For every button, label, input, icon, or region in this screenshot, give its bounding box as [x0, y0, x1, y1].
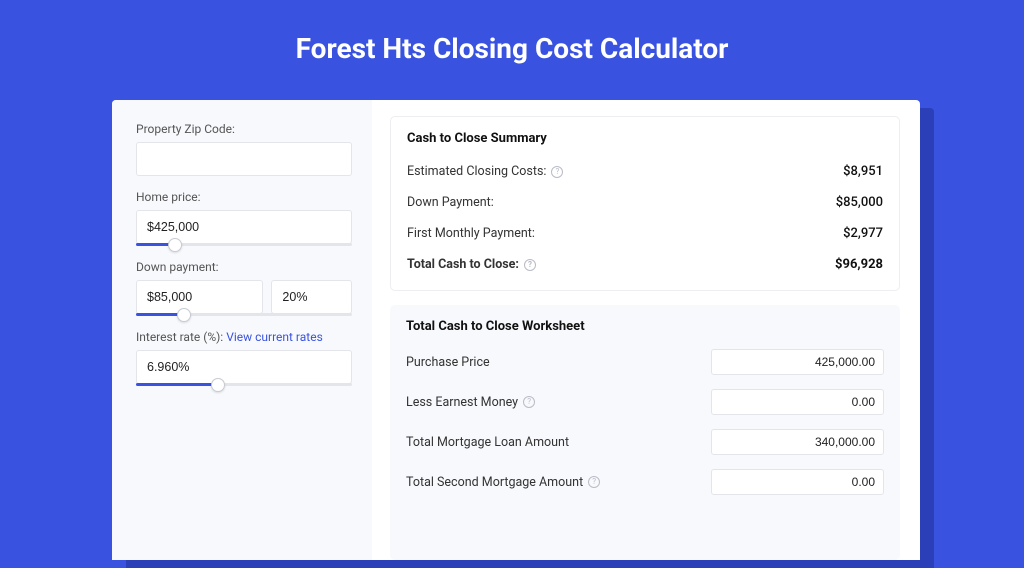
- summary-row-closing-costs: Estimated Closing Costs: ? $8,951: [407, 156, 883, 187]
- summary-label: First Monthly Payment:: [407, 226, 535, 241]
- worksheet-row-second-mortgage: Total Second Mortgage Amount ?: [406, 462, 884, 502]
- down-payment-slider[interactable]: [136, 313, 352, 316]
- page-title: Forest Hts Closing Cost Calculator: [0, 0, 1024, 87]
- help-icon[interactable]: ?: [588, 476, 600, 488]
- down-payment-slider-thumb[interactable]: [177, 308, 191, 322]
- down-payment-percent-input[interactable]: [271, 280, 352, 314]
- worksheet-value-input[interactable]: [711, 389, 884, 415]
- help-icon[interactable]: ?: [524, 259, 536, 271]
- summary-value: $85,000: [836, 195, 883, 210]
- down-payment-inputs: [136, 280, 352, 314]
- interest-rate-slider-thumb[interactable]: [211, 378, 225, 392]
- down-payment-label: Down payment:: [136, 260, 352, 274]
- zip-label: Property Zip Code:: [136, 122, 352, 136]
- worksheet-label: Total Mortgage Loan Amount: [406, 435, 569, 450]
- worksheet-value-input[interactable]: [711, 349, 884, 375]
- inputs-panel: Property Zip Code: Home price: Down paym…: [112, 100, 372, 560]
- interest-rate-slider-fill: [136, 383, 218, 386]
- summary-card: Cash to Close Summary Estimated Closing …: [390, 116, 900, 291]
- summary-label-text: First Monthly Payment:: [407, 226, 535, 241]
- summary-label-text: Estimated Closing Costs:: [407, 164, 546, 179]
- worksheet-row-earnest-money: Less Earnest Money ?: [406, 382, 884, 422]
- worksheet-row-mortgage-amount: Total Mortgage Loan Amount: [406, 422, 884, 462]
- summary-value: $2,977: [843, 226, 883, 241]
- home-price-label: Home price:: [136, 190, 352, 204]
- zip-input[interactable]: [136, 142, 352, 176]
- worksheet-label: Purchase Price: [406, 355, 490, 370]
- interest-rate-field-group: Interest rate (%): View current rates: [136, 330, 352, 386]
- summary-row-down-payment: Down Payment: $85,000: [407, 187, 883, 218]
- worksheet-label-text: Purchase Price: [406, 355, 490, 370]
- down-payment-slider-wrap: [136, 280, 352, 316]
- interest-rate-slider-wrap: [136, 350, 352, 386]
- zip-field-group: Property Zip Code:: [136, 122, 352, 176]
- summary-label: Total Cash to Close: ?: [407, 257, 536, 272]
- worksheet-label-text: Total Mortgage Loan Amount: [406, 435, 569, 450]
- summary-title: Cash to Close Summary: [407, 131, 883, 146]
- down-payment-amount-input[interactable]: [136, 280, 263, 314]
- help-icon[interactable]: ?: [523, 396, 535, 408]
- summary-label-text: Down Payment:: [407, 195, 494, 210]
- summary-row-first-monthly: First Monthly Payment: $2,977: [407, 218, 883, 249]
- down-payment-field-group: Down payment:: [136, 260, 352, 316]
- home-price-slider-wrap: [136, 210, 352, 246]
- interest-rate-slider[interactable]: [136, 383, 352, 386]
- worksheet-label-text: Total Second Mortgage Amount: [406, 475, 583, 490]
- worksheet-value-input[interactable]: [711, 429, 884, 455]
- interest-rate-input[interactable]: [136, 350, 352, 384]
- summary-label: Estimated Closing Costs: ?: [407, 164, 563, 179]
- interest-rate-label: Interest rate (%): View current rates: [136, 330, 352, 344]
- home-price-slider[interactable]: [136, 243, 352, 246]
- worksheet-label-text: Less Earnest Money: [406, 395, 518, 410]
- home-price-input[interactable]: [136, 210, 352, 244]
- worksheet-row-purchase-price: Purchase Price: [406, 342, 884, 382]
- calculator-card: Property Zip Code: Home price: Down paym…: [112, 100, 920, 560]
- interest-rate-label-text: Interest rate (%):: [136, 330, 226, 344]
- home-price-slider-thumb[interactable]: [168, 238, 182, 252]
- worksheet-label: Total Second Mortgage Amount ?: [406, 475, 600, 490]
- summary-value: $96,928: [835, 257, 883, 272]
- worksheet-title: Total Cash to Close Worksheet: [406, 319, 884, 334]
- worksheet-value-input[interactable]: [711, 469, 884, 495]
- view-rates-link[interactable]: View current rates: [226, 330, 323, 344]
- worksheet-label: Less Earnest Money ?: [406, 395, 535, 410]
- worksheet-card: Total Cash to Close Worksheet Purchase P…: [390, 305, 900, 560]
- help-icon[interactable]: ?: [551, 166, 563, 178]
- results-panel: Cash to Close Summary Estimated Closing …: [372, 100, 920, 560]
- summary-label-text: Total Cash to Close:: [407, 257, 519, 272]
- summary-row-total: Total Cash to Close: ? $96,928: [407, 249, 883, 280]
- summary-value: $8,951: [843, 164, 883, 179]
- summary-label: Down Payment:: [407, 195, 494, 210]
- home-price-field-group: Home price:: [136, 190, 352, 246]
